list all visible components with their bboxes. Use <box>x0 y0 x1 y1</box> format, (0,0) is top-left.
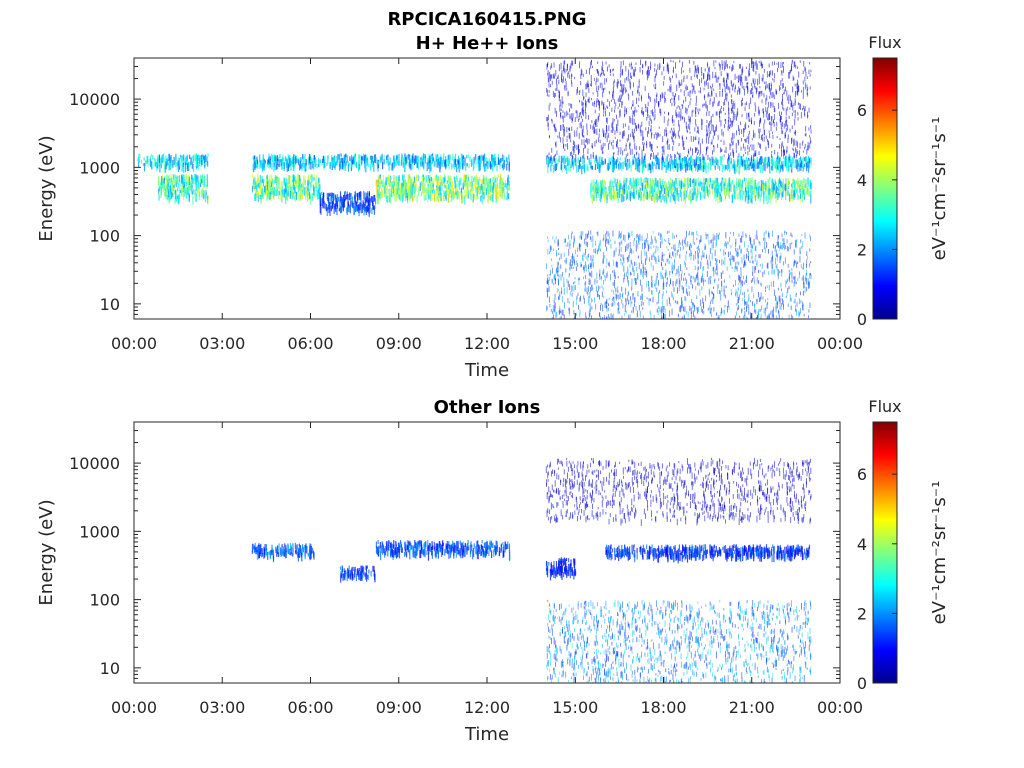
x-tick-label: 15:00 <box>552 698 598 717</box>
colorbar-tick-label: 6 <box>857 101 867 120</box>
x-tick-label: 00:00 <box>817 334 863 353</box>
spectrogram-band <box>545 230 812 319</box>
x-tick-label: 18:00 <box>640 334 686 353</box>
panel-h-he-ions: H+ He++ Ions 00:00 03:00 06:00 09:00 12:00 15:… <box>36 33 950 381</box>
y-tick-label: 1000 <box>79 522 120 541</box>
colorbar-units-label: eV⁻¹cm⁻²sr⁻¹s⁻¹ <box>929 117 950 261</box>
y-axis-label: Energy (eV) <box>36 499 57 605</box>
colorbar-title: Flux <box>868 33 901 52</box>
figure-title: RPCICA160415.PNG <box>387 9 586 30</box>
x-axis: 00:00 03:00 06:00 09:00 12:00 15:00 18:00 21:00… <box>111 58 863 353</box>
y-tick-label: 10000 <box>69 454 120 473</box>
spectrogram-layer <box>251 457 812 683</box>
x-tick-label: 06:00 <box>287 698 333 717</box>
x-tick-label: 06:00 <box>287 334 333 353</box>
y-tick-label: 10 <box>100 659 120 678</box>
y-tick-label: 10 <box>100 295 120 314</box>
x-tick-label: 21:00 <box>729 334 775 353</box>
spectrogram-band <box>545 557 577 581</box>
spectrogram-layer <box>137 59 812 319</box>
colorbar-tick-label: 0 <box>857 310 867 329</box>
spectrogram-band <box>157 174 209 205</box>
spectrogram-band <box>546 155 812 175</box>
spectrogram-band <box>339 565 376 583</box>
x-tick-label: 09:00 <box>376 698 422 717</box>
y-axis: 10 100 1000 10000 <box>69 57 840 320</box>
x-tick-label: 00:00 <box>111 698 157 717</box>
colorbar-tick-label: 4 <box>857 535 867 554</box>
y-tick-label: 10000 <box>69 90 120 109</box>
colorbar: Flux 0 2 4 6 eV⁻¹cm⁻²sr⁻¹s⁻¹ <box>857 397 950 693</box>
y-tick-label: 100 <box>89 591 120 610</box>
x-tick-label: 09:00 <box>376 334 422 353</box>
y-tick-label: 100 <box>89 227 120 246</box>
panel-other-ions: Other Ions 00:00 03:00 06:00 09:00 12:00 15:00… <box>36 397 950 745</box>
y-axis-label: Energy (eV) <box>36 135 57 241</box>
spectrogram-band <box>251 542 315 562</box>
spectrogram-band <box>375 174 511 205</box>
x-axis-label: Time <box>464 724 509 745</box>
spectrogram-band <box>546 59 812 162</box>
x-tick-label: 00:00 <box>111 334 157 353</box>
spectrogram-band <box>319 191 377 217</box>
y-axis: 10 100 1000 10000 <box>69 421 840 684</box>
colorbar-title: Flux <box>868 397 901 416</box>
x-tick-label: 03:00 <box>199 334 245 353</box>
spectrogram-band <box>251 174 321 205</box>
colorbar-tick-label: 6 <box>857 465 867 484</box>
spectrogram-band <box>137 153 209 173</box>
x-tick-label: 18:00 <box>640 698 686 717</box>
x-tick-label: 21:00 <box>729 698 775 717</box>
colorbar-units-label: eV⁻¹cm⁻²sr⁻¹s⁻¹ <box>929 481 950 625</box>
x-axis-label: Time <box>464 360 509 381</box>
x-axis: 00:00 03:00 06:00 09:00 12:00 15:00 18:00 21:00… <box>111 422 863 717</box>
x-tick-label: 15:00 <box>552 334 598 353</box>
colorbar-tick-label: 0 <box>857 674 867 693</box>
spectrogram-band <box>375 539 511 561</box>
spectrogram-band <box>605 544 811 564</box>
x-tick-label: 12:00 <box>464 334 510 353</box>
x-tick-label: 00:00 <box>817 698 863 717</box>
colorbar: Flux 0 2 4 6 eV⁻¹cm⁻²sr⁻¹s⁻¹ <box>857 33 950 329</box>
spectrogram-band <box>545 457 812 526</box>
colorbar-tick-label: 4 <box>857 171 867 190</box>
spectrogram-band <box>546 599 812 683</box>
colorbar-tick-label: 2 <box>857 240 867 259</box>
panel-title: H+ He++ Ions <box>416 33 559 54</box>
colorbar-tick-label: 2 <box>857 604 867 623</box>
y-tick-label: 1000 <box>79 158 120 177</box>
spectrogram-band <box>252 153 510 174</box>
panel-title: Other Ions <box>434 397 541 418</box>
x-tick-label: 12:00 <box>464 698 510 717</box>
x-tick-label: 03:00 <box>199 698 245 717</box>
spectrogram-band <box>590 177 812 205</box>
